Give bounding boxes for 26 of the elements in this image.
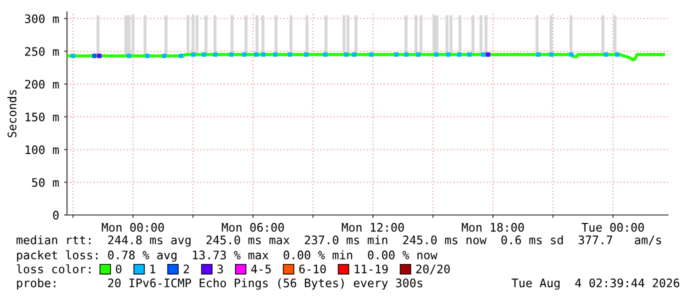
legend-label: 4-5 bbox=[251, 264, 271, 274]
x-tick-label: Mon 00:00 bbox=[102, 222, 164, 232]
x-tick-label: Tue 00:00 bbox=[582, 222, 644, 232]
x-tick-label: Mon 06:00 bbox=[222, 222, 284, 232]
legend-label: 6-10 bbox=[299, 264, 326, 274]
legend-label: 1 bbox=[150, 264, 156, 274]
y-tick-label: 200 m bbox=[25, 80, 59, 89]
x-tick-label: Mon 12:00 bbox=[342, 222, 404, 232]
y-tick-label: 100 m bbox=[26, 145, 59, 154]
x-tick-label: Mon 18:00 bbox=[462, 222, 524, 232]
y-tick-label: 50 m bbox=[32, 178, 59, 187]
y-tick-label: 150 m bbox=[26, 112, 59, 122]
y-axis-title: Seconds bbox=[7, 90, 16, 138]
legend-label: 3 bbox=[218, 264, 223, 274]
y-tick-label: 0 bbox=[53, 210, 59, 220]
legend-label: 20/20 bbox=[416, 264, 450, 274]
y-tick-label: 250 m bbox=[25, 47, 59, 56]
legend-label: 11-19 bbox=[354, 264, 388, 274]
y-tick-label: 300 m bbox=[25, 14, 59, 24]
text: Tue Aug 4 02:39:44 2026 bbox=[512, 278, 680, 290]
text: packet loss: 0.78 % avg 13.73 % max 0.00 % min 0.00 % now bbox=[17, 250, 438, 262]
legend-label: 2 bbox=[184, 264, 189, 274]
legend-title: loss color: bbox=[16, 264, 90, 274]
legend-label: 0 bbox=[116, 264, 122, 274]
text: probe: 20 IPv6-ICMP Echo Pings (56 Bytes) every 300s bbox=[17, 278, 422, 290]
text: median rtt: 244.8 ms avg 245.0 ms max 237.0 ms min 245.0 ms now 0.6 ms sd 377.7 am/s bbox=[16, 235, 662, 247]
